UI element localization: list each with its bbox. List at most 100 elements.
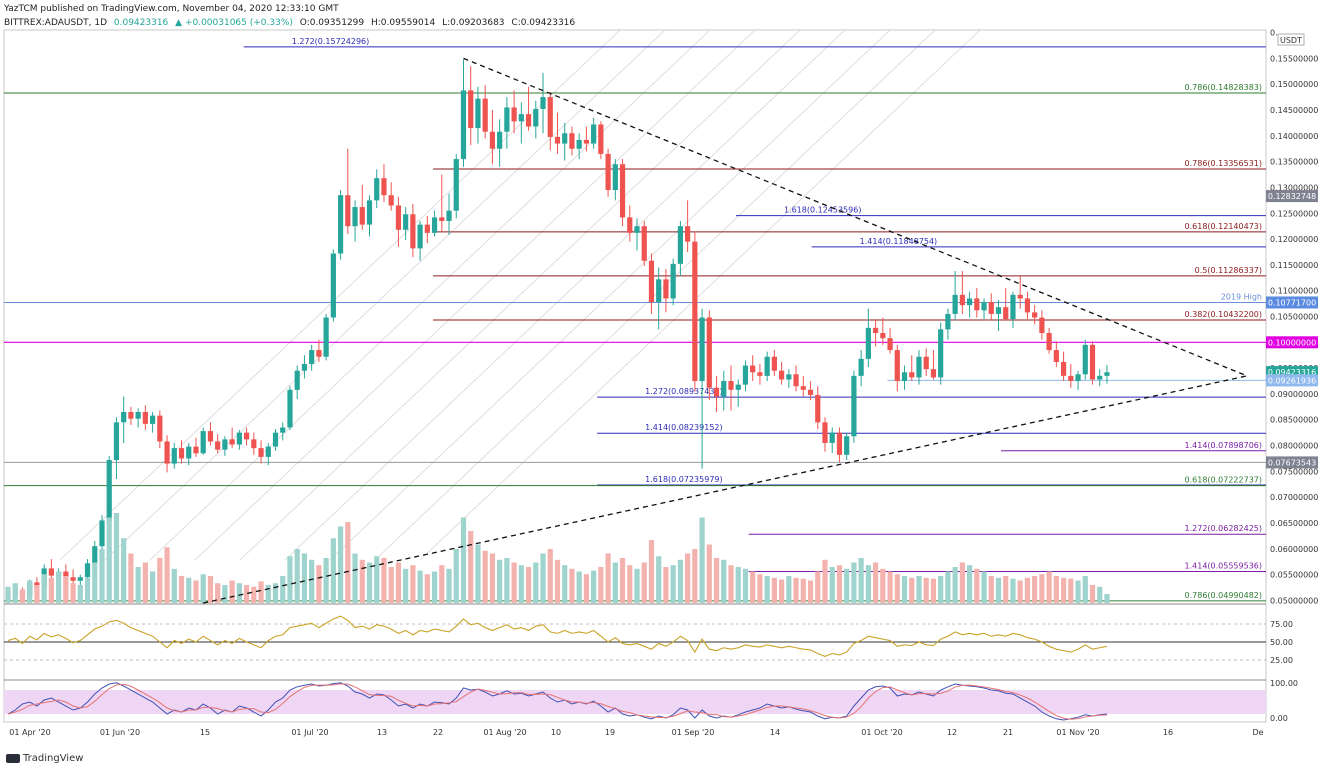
candle-body — [887, 338, 893, 351]
volume-bar — [721, 559, 727, 603]
descending-trendline — [463, 57, 1248, 377]
candle-body — [207, 431, 214, 442]
candle-body — [468, 90, 474, 129]
price-change: ▲ +0.00031065 (+0.33%) — [175, 18, 293, 28]
tradingview-logo-text: TradingView — [23, 753, 84, 764]
symbol-info: BITTREX:ADAUSDT, 1D 0.09423316 ▲ +0.0003… — [4, 16, 579, 30]
candle-body — [1053, 350, 1059, 362]
candle-body — [193, 446, 199, 454]
volume-bar — [63, 576, 69, 603]
candle-body — [157, 415, 163, 442]
candle-body — [243, 432, 250, 440]
candle-body — [330, 253, 336, 318]
fib-level-label: 0.786(0.14828383) — [1185, 83, 1263, 92]
candle-body — [757, 372, 763, 376]
volume-bar — [793, 577, 799, 603]
volume-bar — [294, 549, 300, 603]
volume-bar — [713, 558, 720, 603]
candle-body — [70, 577, 76, 581]
candle-body — [309, 350, 315, 364]
rsi-line — [7, 615, 1108, 657]
volume-bar — [800, 578, 806, 603]
volume-bar — [750, 571, 756, 603]
volume-bar — [287, 556, 293, 603]
volume-bar — [229, 580, 235, 603]
candle-body — [1060, 361, 1067, 376]
volume-bar — [880, 568, 886, 603]
fib-level-label: 1.272(0.15724296) — [292, 37, 370, 46]
volume-bar — [92, 562, 98, 603]
volume-bar — [865, 565, 871, 603]
volume-bar — [439, 565, 445, 603]
candle-body — [771, 356, 777, 371]
candle-body — [945, 313, 951, 330]
stoch-tick-label: 100.00 — [1270, 679, 1298, 688]
candle-body — [851, 375, 857, 437]
volume-bar — [99, 549, 105, 603]
volume-bar — [309, 559, 315, 603]
volume-bar — [482, 550, 488, 603]
volume-bar — [974, 568, 980, 603]
candle-body — [34, 582, 40, 588]
volume-bar — [742, 568, 749, 603]
volume-bar — [894, 574, 900, 603]
volume-bar — [583, 574, 589, 603]
volume-bar — [453, 549, 459, 603]
volume-bar — [193, 580, 199, 603]
candle-body — [186, 446, 192, 459]
candle-body — [150, 415, 156, 424]
candle-body — [301, 363, 308, 371]
price-tick-label: 0. — [1270, 29, 1278, 38]
candle-body — [460, 90, 467, 160]
price-label: 0.09423316 — [1268, 368, 1316, 377]
volume-bar — [858, 558, 864, 603]
candle-body — [1010, 294, 1016, 320]
candle-body — [829, 432, 835, 443]
volume-bar — [1097, 586, 1103, 603]
candle-body — [533, 108, 539, 127]
price-label-box — [1266, 296, 1318, 309]
time-tick-label: 01 Nov '20 — [1056, 728, 1099, 737]
volume-bar — [779, 579, 785, 603]
candle-body — [395, 205, 402, 230]
channel-line — [194, 29, 756, 561]
candle-body — [475, 98, 481, 129]
volume-bar — [598, 567, 604, 603]
candle-body — [952, 294, 958, 314]
volume-bar — [1024, 577, 1031, 603]
candle-body — [424, 224, 430, 233]
volume-bar — [417, 570, 423, 603]
candle-body — [923, 356, 929, 370]
volume-bar — [663, 567, 669, 603]
volume-bar — [280, 576, 286, 603]
volume-bar — [410, 565, 416, 603]
stoch-tick-label: 0.00 — [1270, 714, 1288, 723]
volume-bar — [1104, 594, 1110, 603]
time-tick-label: 19 — [605, 728, 615, 737]
price-tick-label: 0.05500000 — [1270, 571, 1318, 580]
candle-body — [930, 369, 937, 378]
candle-body — [591, 124, 597, 144]
volume-bar — [1075, 580, 1081, 603]
volume-bar — [562, 565, 568, 603]
volume-bar — [200, 574, 206, 603]
candle-body — [1089, 344, 1096, 380]
fib-level-label: 1.272(0.08937438) — [645, 387, 723, 396]
volume-bar — [656, 556, 662, 603]
volume-bar — [829, 567, 835, 603]
volume-bar — [186, 577, 192, 603]
volume-bar — [1082, 576, 1088, 603]
volume-bar — [677, 559, 683, 603]
volume-bar — [70, 583, 76, 603]
candle-body — [113, 422, 120, 461]
volume-bar — [641, 562, 647, 603]
candle-body — [77, 577, 83, 581]
candle-body — [453, 159, 459, 211]
volume-bar — [272, 583, 279, 603]
volume-bar — [518, 565, 524, 603]
volume-bar — [27, 580, 33, 603]
candle-body — [1082, 344, 1088, 375]
publish-info: YazTCM published on TradingView.com, Nov… — [4, 4, 339, 14]
volume-bar — [764, 576, 770, 603]
